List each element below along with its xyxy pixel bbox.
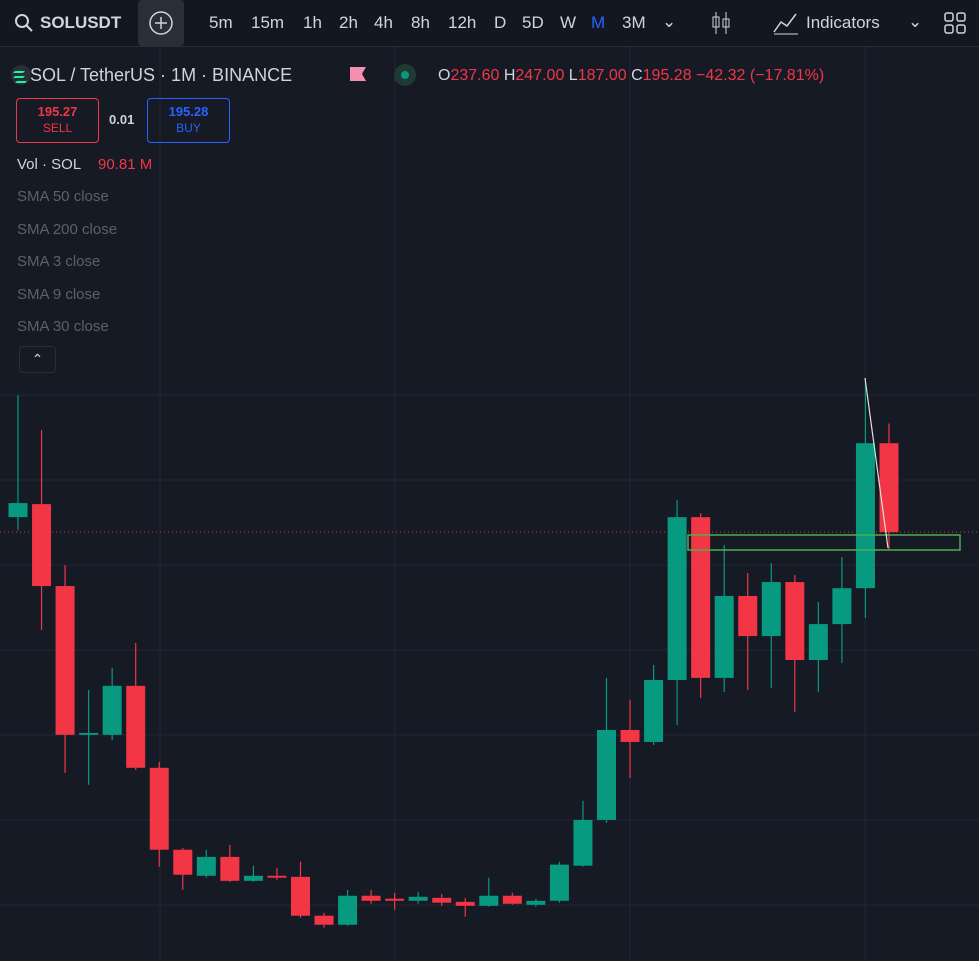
rectangle-drawing[interactable] bbox=[687, 534, 961, 551]
l-label: L bbox=[568, 67, 578, 84]
interval[interactable]: W bbox=[560, 13, 577, 32]
interval[interactable]: 1h bbox=[303, 13, 322, 32]
candle-body bbox=[573, 819, 593, 866]
flag[interactable] bbox=[350, 67, 366, 81]
candle-body bbox=[761, 582, 781, 637]
sell-price: 195.27 bbox=[37, 104, 78, 119]
symbol[interactable]: SOLUSDT bbox=[40, 13, 122, 32]
candle-body bbox=[714, 595, 734, 678]
grid bbox=[0, 46, 979, 961]
interval[interactable]: 5D bbox=[522, 13, 544, 32]
buy-label: BUY bbox=[176, 121, 201, 135]
candle-body bbox=[879, 443, 899, 533]
study-label: SMA 30 close bbox=[17, 318, 109, 335]
study-label: SMA 200 close bbox=[17, 220, 118, 238]
candle-body bbox=[549, 864, 569, 901]
study-label: SMA 9 close bbox=[17, 285, 101, 303]
candle-body bbox=[102, 685, 122, 735]
interval[interactable]: 5m bbox=[209, 13, 233, 32]
candle-body bbox=[597, 729, 616, 820]
trend-line-drawing[interactable] bbox=[864, 377, 889, 549]
interval[interactable]: 8h bbox=[411, 13, 430, 32]
ohlc: O237.60 H247.00 L187.00 C195.28 −42.32 (… bbox=[438, 67, 824, 85]
candle-body bbox=[32, 504, 52, 587]
candle-body bbox=[620, 729, 640, 742]
candle-body bbox=[338, 895, 358, 925]
o-label: O bbox=[438, 67, 451, 84]
toolbar: SOLUSDT 5m 15m 1h 2h 4h 8h 12h D 5D W M 3M ⌄ Indica… bbox=[0, 0, 979, 47]
volume-value: 90.81 M bbox=[98, 156, 153, 173]
interval[interactable]: M bbox=[591, 13, 606, 32]
spread: 0.01 bbox=[109, 112, 135, 127]
search-icon[interactable] bbox=[14, 13, 34, 33]
candle-body bbox=[79, 732, 99, 735]
symbol-logo bbox=[11, 65, 31, 85]
candle-body bbox=[644, 679, 664, 742]
candle-body bbox=[126, 685, 146, 768]
candle-body bbox=[526, 900, 546, 905]
sell-button[interactable]: 195.27 SELL bbox=[16, 98, 99, 143]
study-label: SMA 50 close bbox=[17, 188, 109, 205]
interval[interactable]: 4h bbox=[374, 13, 393, 32]
candle-body bbox=[832, 588, 852, 625]
c-label: C bbox=[631, 67, 643, 84]
candle-body bbox=[785, 582, 805, 661]
add-symbol[interactable] bbox=[138, 0, 184, 46]
candle-body bbox=[667, 517, 687, 680]
layout-icon[interactable] bbox=[944, 12, 966, 34]
candle-body bbox=[385, 898, 405, 901]
candle-body bbox=[479, 895, 499, 906]
interval[interactable]: 12h bbox=[448, 13, 477, 32]
interval[interactable]: 15m bbox=[251, 13, 285, 32]
buy-button[interactable]: 195.28 BUY bbox=[147, 98, 230, 143]
candle-body bbox=[243, 875, 263, 881]
candle-body bbox=[808, 624, 828, 661]
buy-price: 195.28 bbox=[168, 104, 209, 119]
candle-body bbox=[455, 901, 475, 906]
c-value: 195.28 bbox=[642, 67, 692, 84]
change: −42.32 (−17.81%) bbox=[696, 67, 825, 84]
candle-body bbox=[855, 443, 875, 589]
o-value: 237.60 bbox=[450, 67, 500, 84]
sell-label: SELL bbox=[42, 121, 73, 135]
h-label: H bbox=[503, 67, 516, 84]
candle-body bbox=[502, 895, 522, 904]
indicators-button[interactable]: Indicators bbox=[806, 13, 880, 32]
market-status[interactable] bbox=[394, 64, 416, 86]
study-label: SMA 3 close bbox=[17, 253, 101, 270]
candle-body bbox=[173, 849, 193, 875]
candle-body bbox=[149, 767, 169, 850]
l-value: 187.00 bbox=[577, 67, 627, 84]
candle-body bbox=[361, 895, 381, 901]
chart-type[interactable] bbox=[708, 10, 734, 36]
interval-menu[interactable]: ⌄ bbox=[662, 12, 677, 31]
candle-body bbox=[196, 856, 216, 876]
candle-body bbox=[432, 897, 452, 903]
interval[interactable]: D bbox=[494, 13, 507, 32]
candle-body bbox=[314, 915, 334, 925]
candle-body bbox=[267, 875, 287, 878]
candle-body bbox=[55, 586, 75, 735]
candle-body bbox=[738, 595, 758, 637]
candle-body bbox=[8, 503, 28, 518]
candle-body bbox=[691, 517, 711, 678]
menu-arrow[interactable]: ⌄ bbox=[908, 12, 923, 31]
interval[interactable]: 3M bbox=[622, 13, 646, 32]
h-value: 247.00 bbox=[515, 67, 565, 84]
collapse-button[interactable]: ⌃ bbox=[19, 346, 56, 373]
indicators-icon[interactable] bbox=[772, 10, 800, 36]
volume-label: Vol · SOL bbox=[17, 156, 82, 173]
candle-body bbox=[290, 876, 310, 916]
interval[interactable]: 2h bbox=[339, 13, 358, 32]
candle-body bbox=[220, 856, 240, 881]
candle-body bbox=[408, 896, 428, 901]
symbol-title: SOL / TetherUS · 1M · BINANCE bbox=[30, 65, 293, 85]
